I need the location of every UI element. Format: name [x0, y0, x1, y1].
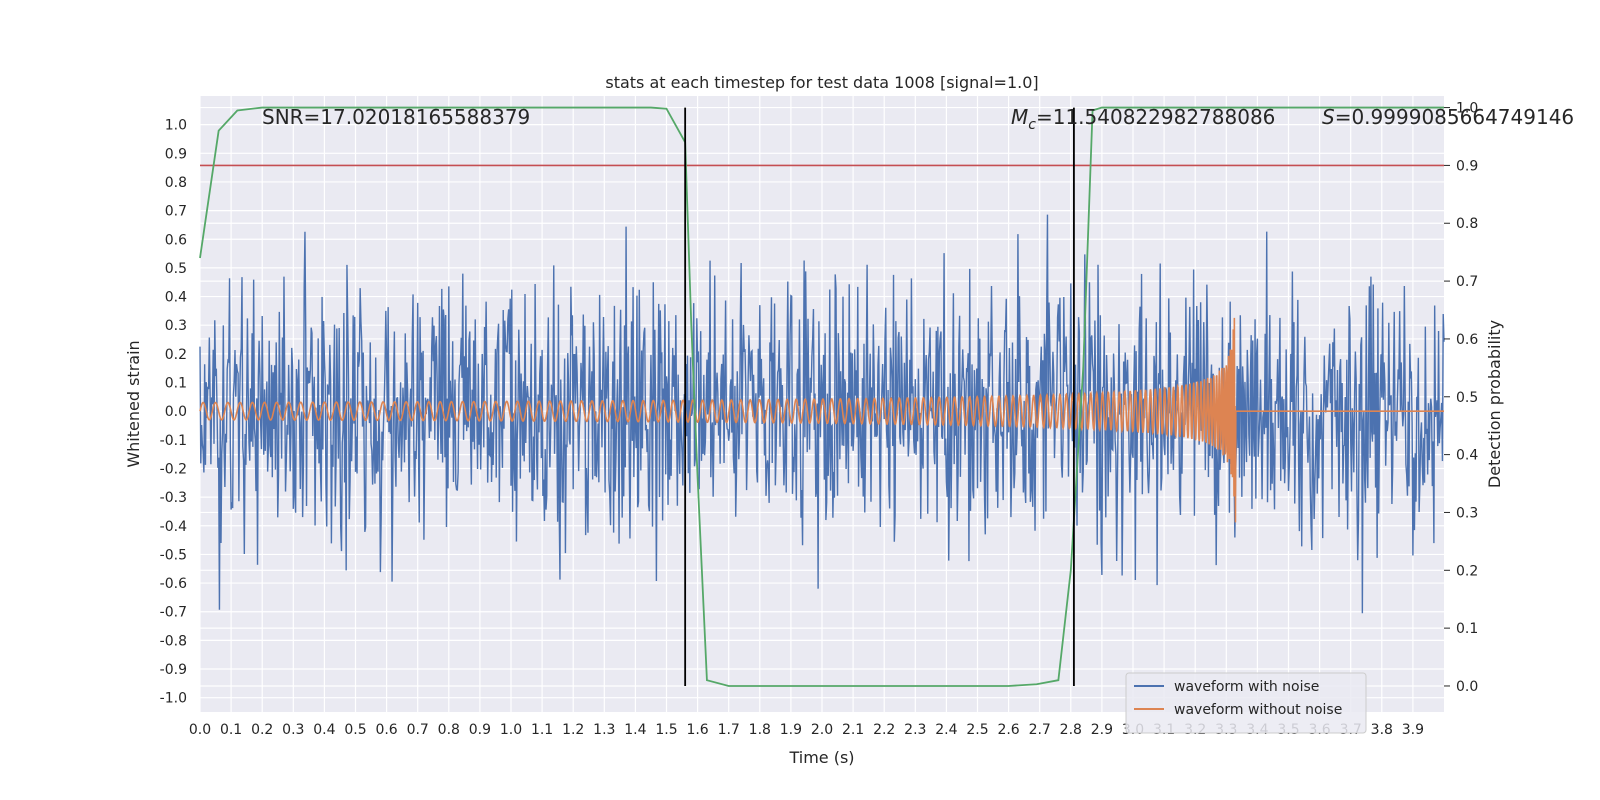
x-tick-label: 1.5: [655, 722, 677, 738]
y-left-tick-label: -0.3: [160, 490, 187, 506]
chirp-mass-annotation: Mc=11.540822982788086: [1011, 105, 1275, 133]
x-tick-label: 0.5: [344, 722, 366, 738]
series-detection-probability: [199, 106, 1444, 687]
y-right-tick-label: 0.1: [1456, 621, 1478, 637]
y-left-tick-label: 1.0: [165, 118, 187, 134]
y-right-tick-label: 0.0: [1456, 679, 1478, 695]
y-left-tick-label: -0.8: [160, 633, 187, 649]
x-tick-label: 1.2: [562, 722, 584, 738]
y-left-tick-label: 0.8: [165, 175, 187, 191]
x-tick-label: 1.1: [531, 722, 553, 738]
x-tick-label: 0.0: [189, 722, 211, 738]
x-tick-label: 2.8: [1060, 722, 1082, 738]
y-right-tick-label: 0.3: [1456, 505, 1478, 521]
y-left-tick-label: -0.7: [160, 605, 187, 621]
y-left-tick-label: -1.0: [160, 691, 187, 707]
y-right-tick-label: 0.6: [1456, 332, 1478, 348]
x-tick-label: 2.3: [904, 722, 926, 738]
y-right-tick-label: 1.0: [1456, 101, 1478, 117]
chart-title: stats at each timestep for test data 100…: [605, 73, 1038, 92]
series-waveform-without-noise: [199, 317, 1444, 523]
legend-label-clean: waveform without noise: [1174, 702, 1342, 718]
x-tick-label: 2.5: [966, 722, 988, 738]
y-left-tick-label: -0.5: [160, 547, 187, 563]
x-tick-label: 0.2: [251, 722, 273, 738]
y-left-tick-label: 0.1: [165, 376, 187, 392]
y-axis-label-right: Detection probability: [1485, 320, 1504, 488]
x-tick-label: 0.8: [438, 722, 460, 738]
s-statistic-value: =0.9999085664749146: [1335, 105, 1574, 129]
chirp-mass-symbol: M: [1011, 105, 1028, 129]
x-axis-label: Time (s): [788, 748, 854, 767]
chirp-mass-subscript: c: [1028, 117, 1036, 133]
x-tick-label: 1.0: [500, 722, 522, 738]
y-left-tick-label: -0.4: [160, 519, 187, 535]
series-layer: [199, 214, 1445, 614]
y-left-tick-label: 0.5: [165, 261, 187, 277]
y-right-tick-label: 0.9: [1456, 158, 1478, 174]
x-tick-label: 2.1: [842, 722, 864, 738]
y-left-tick-label: 0.3: [165, 318, 187, 334]
x-tick-label: 0.7: [407, 722, 429, 738]
legend: waveform with noise waveform without noi…: [1125, 672, 1367, 734]
x-tick-label: 0.9: [469, 722, 491, 738]
y-right-tick-label: 0.5: [1456, 390, 1478, 406]
legend-box: [1125, 672, 1367, 734]
x-tick-label: 0.4: [313, 722, 335, 738]
y-right-tick-label: 0.7: [1456, 274, 1478, 290]
x-tick-label: 2.6: [997, 722, 1019, 738]
y-right-tick-label: 0.4: [1456, 448, 1478, 464]
x-tick-label: 1.3: [593, 722, 615, 738]
x-tick-label: 1.7: [718, 722, 740, 738]
x-tick-label: 0.3: [282, 722, 304, 738]
s-statistic-annotation: S=0.9999085664749146: [1322, 105, 1574, 129]
y-left-tick-label: 0.0: [165, 404, 187, 420]
x-tick-label: 2.2: [873, 722, 895, 738]
x-tick-label: 2.7: [1029, 722, 1051, 738]
x-tick-label: 2.9: [1091, 722, 1113, 738]
y-left-tick-label: 0.9: [165, 146, 187, 162]
x-tick-label: 2.0: [811, 722, 833, 738]
y-left-tick-label: 0.7: [165, 204, 187, 220]
y-left-tick-label: -0.9: [160, 662, 187, 678]
y-right-tick-label: 0.2: [1456, 563, 1478, 579]
legend-label-noisy: waveform with noise: [1174, 679, 1319, 695]
x-tick-label: 3.9: [1402, 722, 1424, 738]
x-tick-label: 1.8: [749, 722, 771, 738]
x-tick-label: 1.9: [780, 722, 802, 738]
y-right-tick-label: 0.8: [1456, 216, 1478, 232]
chirp-mass-value: =11.540822982788086: [1036, 105, 1275, 129]
y-left-tick-label: 0.4: [165, 290, 187, 306]
y-left-tick-label: -0.6: [160, 576, 187, 592]
marker-layer: [199, 106, 1444, 687]
y-axis-label-left: Whitened strain: [124, 340, 143, 467]
x-tick-label: 0.6: [375, 722, 397, 738]
x-tick-label: 2.4: [935, 722, 957, 738]
y-left-tick-label: -0.2: [160, 461, 187, 477]
x-tick-label: 0.1: [220, 722, 242, 738]
y-left-tick-label: -0.1: [160, 433, 187, 449]
x-tick-label: 1.6: [686, 722, 708, 738]
y-left-tick-label: 0.2: [165, 347, 187, 363]
y-left-tick-label: 0.6: [165, 232, 187, 248]
x-tick-label: 3.8: [1371, 722, 1393, 738]
x-tick-label: 1.4: [624, 722, 646, 738]
snr-annotation: SNR=17.02018165588379: [262, 105, 530, 129]
s-statistic-symbol: S: [1322, 105, 1335, 129]
